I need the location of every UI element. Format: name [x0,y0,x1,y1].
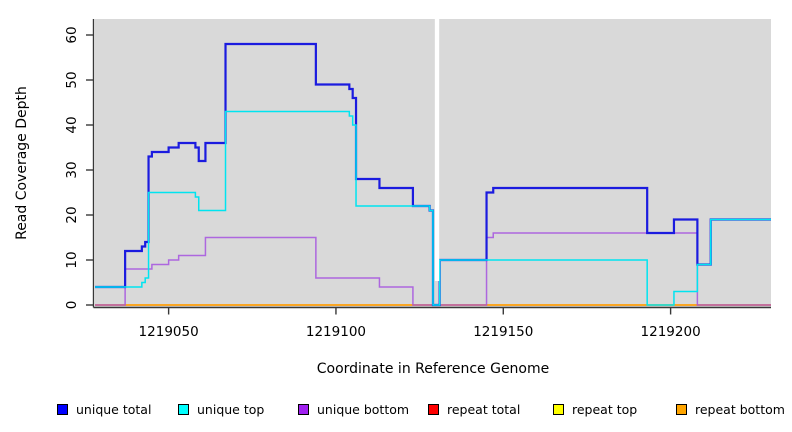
legend-item-unique-bottom: unique bottom [298,399,409,419]
legend-swatch [298,403,309,415]
legend-label: repeat bottom [695,401,785,417]
legend-label: unique top [197,401,265,417]
y-tick-label: 40 [64,116,80,133]
legend-item-repeat-top: repeat top [553,399,637,419]
legend-label: repeat total [447,401,521,417]
series-line-unique-total [95,42,771,307]
y-tick-label: 0 [64,301,80,310]
series-line-unique-top [95,110,771,306]
coverage-gap-band [434,19,440,281]
legend-label: unique bottom [317,401,410,417]
legend-swatch [676,403,687,415]
x-tick-label: 1219200 [641,324,701,340]
legend-item-unique-total: unique total [57,399,151,419]
x-axis-title: Coordinate in Reference Genome [316,361,550,377]
legend-label: repeat top [572,401,638,417]
legend-swatch [178,403,189,415]
y-tick-label: 60 [64,26,80,43]
y-tick-label: 50 [64,71,80,88]
legend-swatch [428,403,439,415]
legend-item-repeat-total: repeat total [428,399,520,419]
y-tick-label: 20 [64,206,80,223]
y-tick-label: 10 [64,251,80,268]
legend-item-unique-top: unique top [178,399,264,419]
x-tick-label: 1219150 [473,324,533,340]
legend-label: unique total [76,401,152,417]
legend-item-repeat-bottom: repeat bottom [676,399,785,419]
series-line-unique-bottom [95,232,771,306]
x-tick-label: 1219100 [306,324,366,340]
y-axis-title: Read Coverage Depth [14,86,30,240]
y-tick-label: 30 [64,161,80,178]
x-tick-label: 1219050 [139,324,199,340]
legend-swatch [553,403,564,415]
legend-swatch [57,403,68,415]
